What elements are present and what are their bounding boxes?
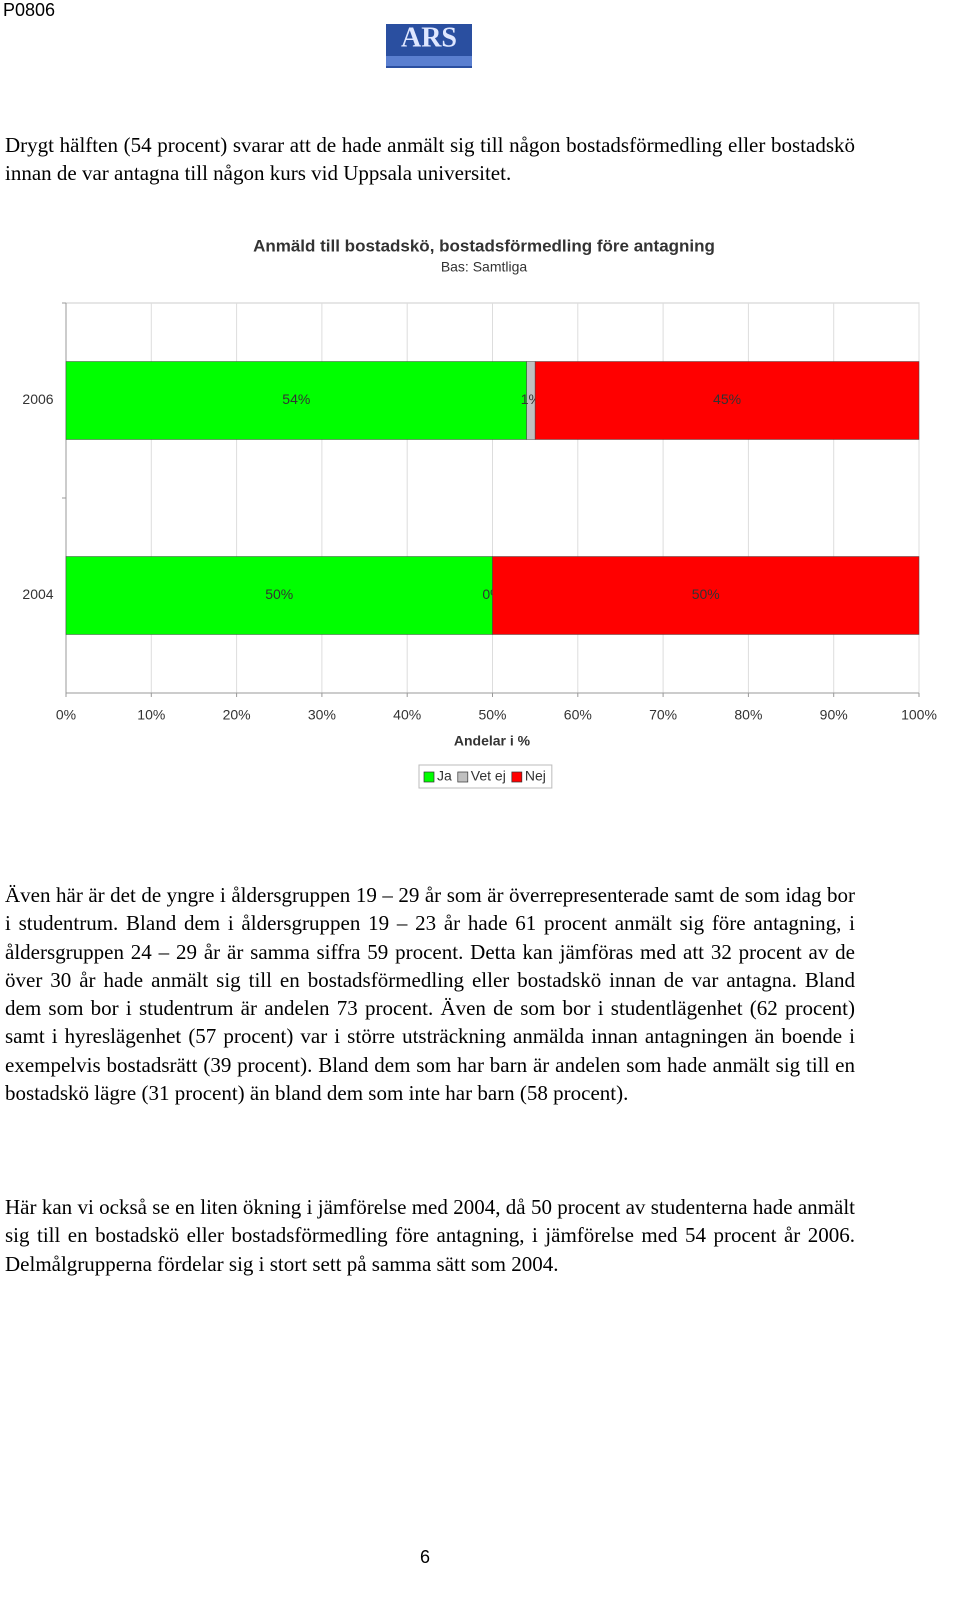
x-tick-label: 100% (901, 707, 937, 723)
legend-swatch (457, 771, 469, 783)
x-tick-label: 70% (649, 707, 677, 723)
x-tick-label: 90% (820, 707, 848, 723)
legend-swatch (511, 771, 523, 783)
value-label: 50% (265, 586, 293, 602)
legend-label: Vet ej (471, 768, 506, 784)
chart-subtitle: Bas: Samtliga (441, 259, 528, 275)
bar-segment (492, 556, 920, 635)
legend-swatch (423, 771, 435, 783)
bar-segment (65, 361, 527, 440)
bar-segment (65, 556, 493, 635)
value-label: 54% (282, 391, 310, 407)
header-code: P0806 (3, 0, 56, 20)
x-tick-label: 60% (564, 707, 592, 723)
y-tick-label: 2006 (22, 391, 53, 407)
x-tick-label: 10% (137, 707, 165, 723)
x-tick-label: 40% (393, 707, 421, 723)
legend-label: Ja (437, 768, 452, 784)
value-label: 45% (713, 391, 741, 407)
logo: ARS (386, 22, 472, 68)
value-label: 50% (692, 586, 720, 602)
x-axis-title: Andelar i % (454, 733, 531, 749)
y-tick-label: 2004 (22, 586, 53, 602)
page-number: 6 (420, 1547, 431, 1567)
x-tick-label: 80% (734, 707, 762, 723)
chart-title: Anmäld till bostadskö, bostadsförmedling… (253, 236, 715, 255)
logo-text: ARS (401, 22, 457, 53)
logo-band (386, 56, 472, 66)
legend-label: Nej (525, 768, 546, 784)
bar-segment (534, 361, 920, 440)
chart: Anmäld till bostadskö, bostadsförmedling… (22, 236, 937, 789)
x-tick-label: 30% (308, 707, 336, 723)
x-tick-label: 50% (478, 707, 506, 723)
paragraph: Även här är det de yngre i åldersgruppen… (5, 883, 855, 1106)
x-tick-label: 20% (223, 707, 251, 723)
paragraph: Drygt hälften (54 procent) svarar att de… (5, 133, 855, 186)
paragraph: Här kan vi också se en liten ökning i jä… (5, 1195, 855, 1276)
x-tick-label: 0% (56, 707, 76, 723)
